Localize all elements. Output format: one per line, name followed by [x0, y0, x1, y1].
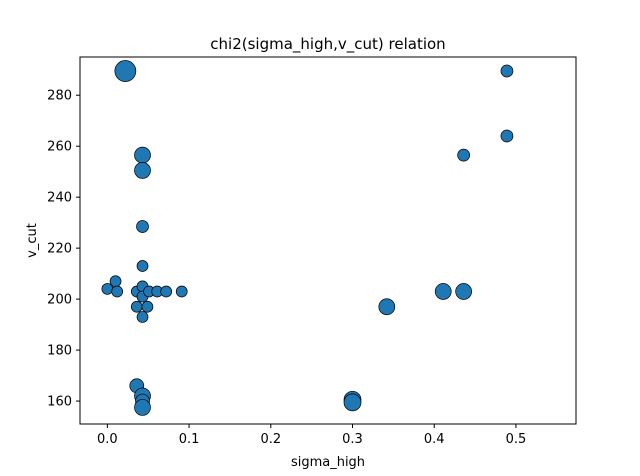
- data-point: [500, 64, 514, 78]
- data-point: [434, 283, 452, 300]
- y-tick-label: 200: [47, 293, 72, 308]
- y-axis-label: v_cut: [25, 223, 40, 258]
- y-tick-label: 260: [47, 140, 72, 155]
- data-point: [500, 129, 514, 143]
- y-tick-label: 240: [47, 191, 72, 206]
- data-point: [134, 399, 151, 416]
- data-point: [136, 311, 149, 323]
- data-point: [136, 220, 149, 233]
- data-point: [160, 285, 173, 298]
- y-tick-label: 220: [47, 242, 72, 257]
- y-tick-label: 160: [47, 395, 72, 410]
- data-point: [457, 148, 470, 162]
- data-point: [175, 285, 188, 298]
- data-point: [343, 393, 362, 412]
- x-axis-ticks: 0.0 0.1 0.2 0.3 0.4 0.5: [97, 424, 526, 447]
- data-point: [136, 260, 149, 272]
- x-tick-label: 0.0: [97, 432, 118, 447]
- x-axis-label: sigma_high: [291, 455, 365, 470]
- data-point: [111, 285, 124, 298]
- y-axis-ticks: 160 180 200 220 240 260 280: [47, 89, 80, 410]
- x-tick-label: 0.5: [506, 432, 527, 447]
- data-point: [455, 283, 472, 300]
- x-tick-label: 0.3: [342, 432, 363, 447]
- data-point: [378, 298, 396, 316]
- data-point: [109, 275, 122, 288]
- y-tick-label: 280: [47, 89, 72, 104]
- data-point: [141, 300, 154, 313]
- y-tick-label: 180: [47, 344, 72, 359]
- data-point: [114, 60, 137, 82]
- data-point: [134, 146, 151, 164]
- plot-frame: [79, 56, 577, 425]
- data-point: [134, 162, 151, 179]
- data-point: [130, 300, 143, 313]
- points-layer: [101, 60, 514, 416]
- x-tick-label: 0.2: [260, 432, 281, 447]
- chart-title: chi2(sigma_high,v_cut) relation: [210, 35, 445, 54]
- x-tick-label: 0.1: [179, 432, 200, 447]
- x-tick-label: 0.4: [424, 432, 445, 447]
